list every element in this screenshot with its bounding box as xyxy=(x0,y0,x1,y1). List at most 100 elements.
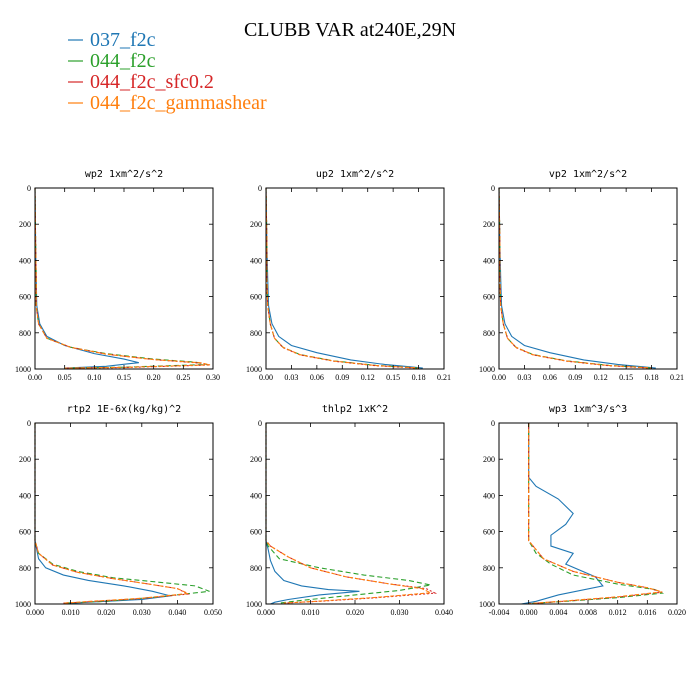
y-tick-label: 600 xyxy=(250,293,262,302)
y-tick-label: 800 xyxy=(19,564,31,573)
series-line xyxy=(34,187,211,369)
y-tick-label: 200 xyxy=(483,455,495,464)
y-tick-label: 200 xyxy=(19,220,31,229)
x-tick-label: 0.25 xyxy=(176,373,190,382)
x-tick-label: 0.020 xyxy=(668,608,686,617)
x-tick-label: 0.00 xyxy=(492,373,506,382)
y-tick-label: 800 xyxy=(250,329,262,338)
x-tick-label: 0.15 xyxy=(386,373,400,382)
series-line xyxy=(34,187,211,369)
y-tick-label: 600 xyxy=(483,293,495,302)
series-line xyxy=(34,187,208,369)
series-line xyxy=(265,423,438,604)
series-line xyxy=(265,187,423,369)
y-tick-label: 0 xyxy=(27,419,31,428)
plot-frame xyxy=(498,187,678,370)
x-tick-label: 0.00 xyxy=(28,373,42,382)
x-tick-label: 0.03 xyxy=(284,373,298,382)
x-tick-label: 0.18 xyxy=(645,373,659,382)
panel-title: thlp2 1xK^2 xyxy=(322,404,388,415)
series-line xyxy=(498,187,656,369)
x-tick-label: 0.004 xyxy=(549,608,567,617)
panel-title: up2 1xm^2/s^2 xyxy=(316,169,394,180)
series-line xyxy=(265,423,431,604)
y-tick-label: 0 xyxy=(258,184,262,193)
series-line xyxy=(528,423,663,605)
series-line xyxy=(34,423,210,604)
y-tick-label: 0 xyxy=(491,419,495,428)
chart-panel: thlp2 1xK^2 0.000 0.010 0.020 0.030 0.040 0 200… xyxy=(246,404,453,617)
y-tick-label: 1000 xyxy=(246,365,262,374)
x-tick-label: 0.008 xyxy=(579,608,597,617)
x-tick-label: 0.020 xyxy=(97,608,115,617)
y-tick-label: 800 xyxy=(19,329,31,338)
series-line xyxy=(265,423,433,604)
panel-title: wp2 1xm^2/s^2 xyxy=(85,169,163,180)
series-line xyxy=(498,187,652,369)
y-tick-label: 400 xyxy=(250,256,262,265)
panels: wp2 1xm^2/s^2 0.00 0.05 0.10 0.15 0.20 0.25 0.3… xyxy=(15,169,686,617)
x-tick-label: -0.004 xyxy=(489,608,510,617)
plot-frame xyxy=(265,187,445,370)
x-tick-label: 0.040 xyxy=(168,608,186,617)
y-tick-label: 200 xyxy=(250,220,262,229)
series-line xyxy=(34,423,191,604)
series-line xyxy=(498,187,652,369)
series-line xyxy=(34,423,191,604)
legend-label: 037_f2c xyxy=(90,29,156,51)
series-line xyxy=(34,187,139,369)
plot-frame xyxy=(498,422,678,605)
legend-label: 044_f2c xyxy=(90,50,156,72)
y-tick-label: 600 xyxy=(250,528,262,537)
x-tick-label: 0.05 xyxy=(58,373,72,382)
y-tick-label: 200 xyxy=(250,455,262,464)
y-tick-label: 400 xyxy=(250,491,262,500)
y-tick-label: 400 xyxy=(19,256,31,265)
y-tick-label: 800 xyxy=(483,329,495,338)
x-tick-label: 0.010 xyxy=(302,608,320,617)
x-tick-label: 0.00 xyxy=(259,373,273,382)
y-tick-label: 1000 xyxy=(246,600,262,609)
y-tick-label: 200 xyxy=(19,455,31,464)
x-tick-label: 0.30 xyxy=(206,373,220,382)
x-tick-label: 0.040 xyxy=(435,608,453,617)
x-tick-label: 0.010 xyxy=(62,608,80,617)
y-tick-label: 800 xyxy=(250,564,262,573)
x-tick-label: 0.21 xyxy=(437,373,451,382)
y-tick-label: 400 xyxy=(483,491,495,500)
chart-panel: wp2 1xm^2/s^2 0.00 0.05 0.10 0.15 0.20 0.25 0.3… xyxy=(15,169,220,382)
y-tick-label: 1000 xyxy=(15,600,31,609)
x-tick-label: 0.03 xyxy=(517,373,531,382)
plot-frame xyxy=(265,422,445,605)
x-tick-label: 0.000 xyxy=(520,608,538,617)
x-tick-label: 0.12 xyxy=(594,373,608,382)
x-tick-label: 0.016 xyxy=(638,608,656,617)
panel-title: rtp2 1E-6x(kg/kg)^2 xyxy=(67,404,181,415)
x-tick-label: 0.20 xyxy=(147,373,161,382)
y-tick-label: 600 xyxy=(483,528,495,537)
x-tick-label: 0.000 xyxy=(26,608,44,617)
x-tick-label: 0.21 xyxy=(670,373,684,382)
x-tick-label: 0.15 xyxy=(619,373,633,382)
y-tick-label: 200 xyxy=(483,220,495,229)
y-tick-label: 600 xyxy=(19,293,31,302)
plot-frame xyxy=(34,187,214,370)
series-line xyxy=(528,423,663,605)
x-tick-label: 0.18 xyxy=(412,373,426,382)
chart-panel: vp2 1xm^2/s^2 0.00 0.03 0.06 0.09 0.12 0.15 0.1… xyxy=(479,169,684,382)
series-line xyxy=(498,187,652,369)
series-line xyxy=(265,187,419,369)
series-line xyxy=(265,187,419,369)
y-tick-label: 0 xyxy=(491,184,495,193)
y-tick-label: 400 xyxy=(19,491,31,500)
series-line xyxy=(265,187,419,369)
x-tick-label: 0.09 xyxy=(335,373,349,382)
panel-title: wp3 1xm^3/s^3 xyxy=(549,404,627,415)
chart-panel: wp3 1xm^3/s^3 -0.004 0.000 0.004 0.008 0.012 0… xyxy=(479,404,686,617)
y-tick-label: 400 xyxy=(483,256,495,265)
x-tick-label: 0.09 xyxy=(568,373,582,382)
x-tick-label: 0.12 xyxy=(361,373,375,382)
chart-panel: up2 1xm^2/s^2 0.00 0.03 0.06 0.09 0.12 0.15 0.1… xyxy=(246,169,451,382)
x-tick-label: 0.06 xyxy=(543,373,557,382)
